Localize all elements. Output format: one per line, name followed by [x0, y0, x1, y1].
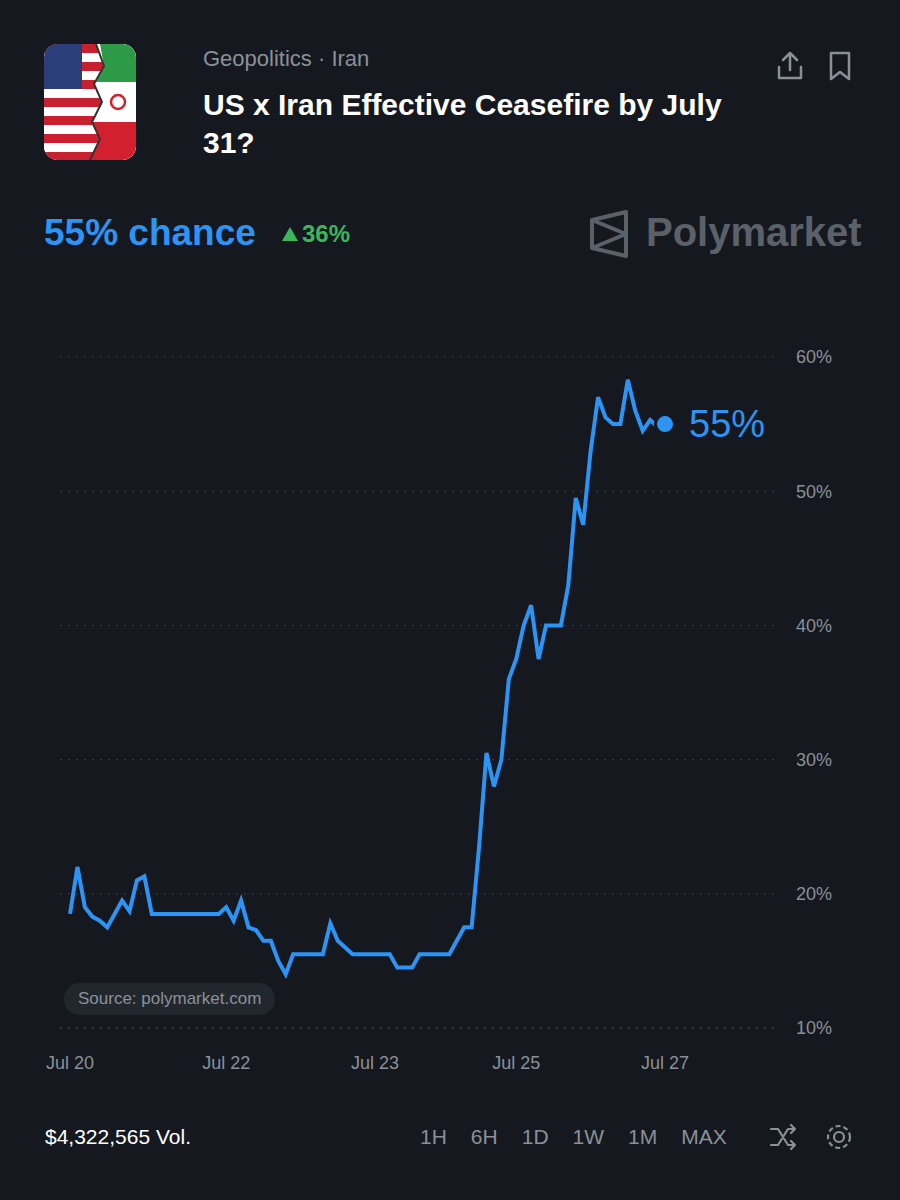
svg-text:60%: 60% [796, 347, 832, 367]
svg-text:Jul 25: Jul 25 [492, 1053, 540, 1073]
svg-text:Jul 20: Jul 20 [46, 1053, 94, 1073]
svg-text:20%: 20% [796, 884, 832, 904]
html-text:36%: 36% [302, 220, 350, 247]
html-text:Geopolitics · Iran: Geopolitics · Iran [203, 46, 370, 71]
svg-text:Jul 22: Jul 22 [202, 1053, 250, 1073]
svg-text:Jul 27: Jul 27 [641, 1053, 689, 1073]
html-text:6H: 6H [470, 1125, 498, 1148]
svg-text:30%: 30% [796, 750, 832, 770]
html-text:1D: 1D [521, 1125, 549, 1148]
svg-text:10%: 10% [796, 1018, 832, 1038]
html-text:1H: 1H [420, 1125, 447, 1148]
svg-text:50%: 50% [796, 482, 832, 502]
html-text:MAX: MAX [681, 1125, 727, 1148]
html-text:55% chance: 55% chance [44, 212, 256, 253]
html-text:Source: polymarket.com: Source: polymarket.com [78, 989, 262, 1008]
html-text:1M: 1M [628, 1125, 658, 1148]
svg-text:55%: 55% [689, 403, 765, 445]
html-text:1W: 1W [572, 1125, 605, 1148]
html-text:$4,322,565 Vol.: $4,322,565 Vol. [45, 1125, 191, 1148]
html-text:US x Iran Effective Ceasefire: US x Iran Effective Ceasefire by July 31… [203, 88, 722, 159]
svg-text:Jul 23: Jul 23 [351, 1053, 399, 1073]
html-text:Polymarket: Polymarket [646, 210, 862, 254]
svg-text:40%: 40% [796, 616, 832, 636]
